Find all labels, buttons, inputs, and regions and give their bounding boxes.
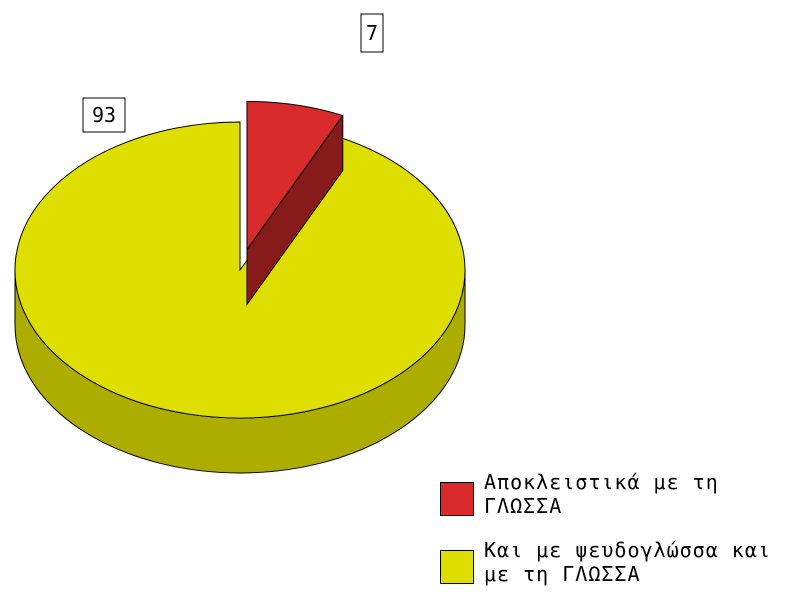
slice-top-1 — [246, 100, 344, 252]
data-label-2: 93 — [92, 103, 116, 127]
legend-label-2: Και με ψευδογλώσσα και με τη ΓΛΩΣΣΑ — [484, 538, 771, 586]
legend-swatch-yellow — [440, 550, 474, 584]
legend-item-1: Αποκλειστικά με τη ΓΛΩΣΣΑ — [440, 470, 809, 538]
legend-swatch-red — [440, 482, 474, 516]
data-label-1: 7 — [366, 21, 378, 45]
legend: Αποκλειστικά με τη ΓΛΩΣΣΑ Και με ψευδογλ… — [440, 470, 809, 606]
legend-label-1: Αποκλειστικά με τη ΓΛΩΣΣΑ — [484, 470, 719, 518]
legend-item-2: Και με ψευδογλώσσα και με τη ΓΛΩΣΣΑ — [440, 538, 809, 606]
data-label-box-2 — [82, 97, 126, 133]
slice-top-2 — [14, 121, 466, 419]
data-label-box-1 — [360, 13, 384, 53]
